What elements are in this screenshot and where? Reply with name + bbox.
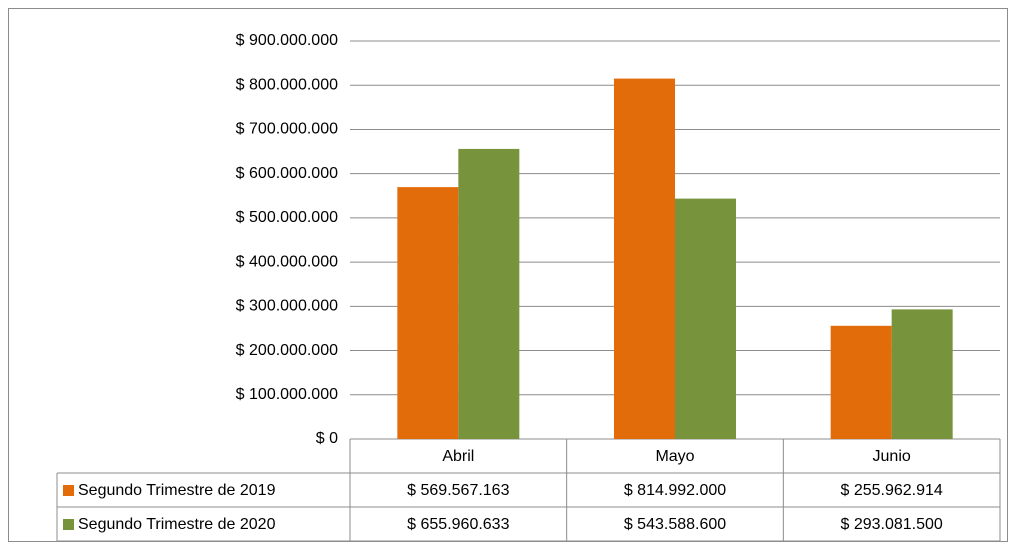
data-label: $ 543.588.600 <box>624 516 726 533</box>
bar <box>830 325 892 439</box>
bar <box>891 309 953 439</box>
data-label: $ 814.992.000 <box>624 482 726 499</box>
bar <box>614 78 675 439</box>
y-tick-label: $ 700.000.000 <box>236 121 338 138</box>
y-tick-label: $ 900.000.000 <box>236 32 338 49</box>
legend-swatch <box>63 519 74 530</box>
data-label: $ 293.081.500 <box>841 516 943 533</box>
legend-label: Segundo Trimestre de 2020 <box>78 516 276 533</box>
x-tick-label: Abril <box>442 448 474 465</box>
y-tick-label: $ 200.000.000 <box>236 342 338 359</box>
data-label: $ 255.962.914 <box>841 482 943 499</box>
y-tick-label: $ 300.000.000 <box>236 298 338 315</box>
y-tick-label: $ 600.000.000 <box>236 165 338 182</box>
data-label: $ 655.960.633 <box>407 516 509 533</box>
x-tick-label: Junio <box>873 448 911 465</box>
y-tick-label: $ 500.000.000 <box>236 209 338 226</box>
bar <box>675 198 736 439</box>
data-label: $ 569.567.163 <box>407 482 509 499</box>
legend-swatch <box>63 485 74 496</box>
y-tick-label: $ 100.000.000 <box>236 386 338 403</box>
bar <box>458 148 520 440</box>
y-tick-label: $ 400.000.000 <box>236 253 338 270</box>
bar <box>397 187 459 439</box>
x-tick-label: Mayo <box>655 448 694 465</box>
legend-label: Segundo Trimestre de 2019 <box>78 482 276 499</box>
y-tick-label: $ 800.000.000 <box>236 76 338 93</box>
y-tick-label: $ 0 <box>316 430 338 447</box>
